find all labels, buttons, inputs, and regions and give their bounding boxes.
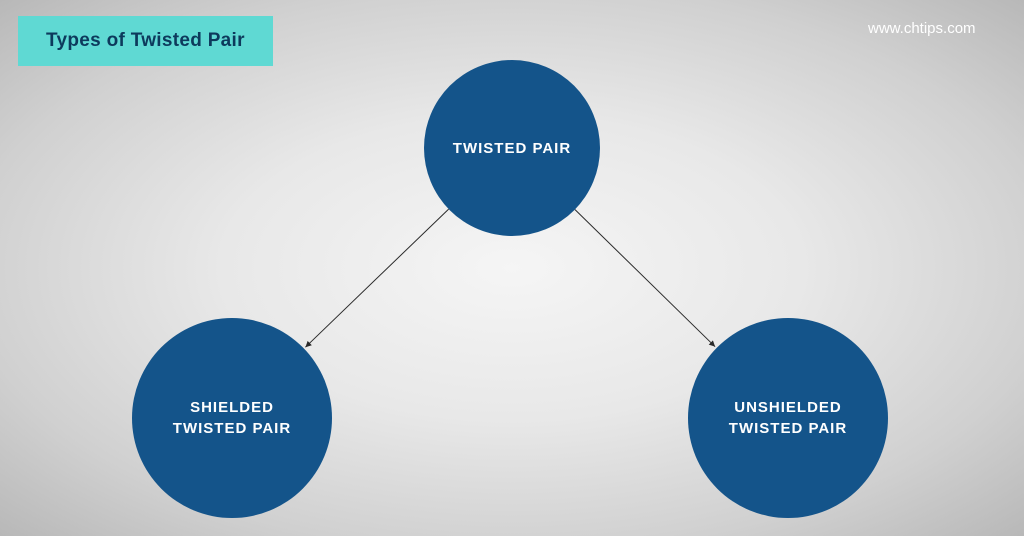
diagram-edge (305, 209, 448, 347)
title-badge: Types of Twisted Pair (18, 16, 273, 66)
diagram-node-label: UNSHIELDED TWISTED PAIR (729, 397, 847, 439)
diagram-node-right: UNSHIELDED TWISTED PAIR (688, 318, 888, 518)
diagram-node-left: SHIELDED TWISTED PAIR (132, 318, 332, 518)
diagram-node-root: TWISTED PAIR (424, 60, 600, 236)
watermark-url: www.chtips.com (868, 20, 976, 37)
diagram-node-label: TWISTED PAIR (453, 138, 571, 159)
diagram-edge (575, 210, 715, 347)
diagram-node-label: SHIELDED TWISTED PAIR (173, 397, 291, 439)
